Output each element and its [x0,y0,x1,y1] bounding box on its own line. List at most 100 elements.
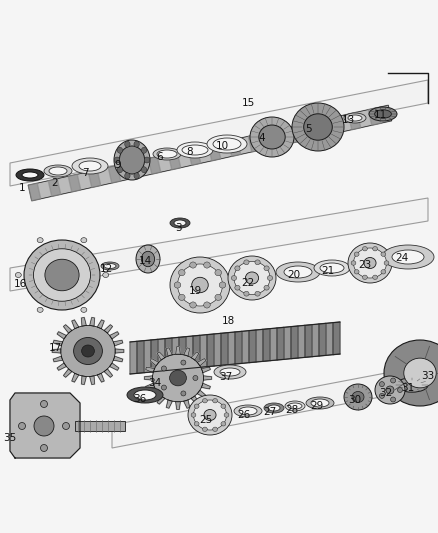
Polygon shape [277,327,284,360]
Ellipse shape [179,294,185,301]
Polygon shape [72,373,79,382]
Polygon shape [191,352,199,360]
Ellipse shape [311,399,329,407]
Polygon shape [150,359,159,366]
Ellipse shape [177,264,223,306]
Ellipse shape [204,409,216,421]
Polygon shape [148,157,161,174]
Polygon shape [72,320,79,329]
Ellipse shape [179,270,185,276]
Text: 15: 15 [241,98,254,108]
Ellipse shape [114,140,150,180]
Polygon shape [298,325,305,358]
Polygon shape [305,325,312,357]
Polygon shape [150,390,159,398]
Ellipse shape [157,150,177,158]
Ellipse shape [276,262,320,282]
Ellipse shape [215,270,222,276]
Polygon shape [144,340,151,373]
Text: 10: 10 [215,141,229,151]
Ellipse shape [306,397,334,409]
Polygon shape [97,373,104,382]
Ellipse shape [141,251,155,266]
Text: 26: 26 [237,410,251,420]
Polygon shape [221,333,228,365]
Polygon shape [193,335,200,368]
Text: 17: 17 [48,343,62,353]
Ellipse shape [264,403,284,413]
Ellipse shape [292,103,344,151]
Ellipse shape [364,257,376,269]
Polygon shape [157,396,165,404]
Ellipse shape [181,360,186,365]
Ellipse shape [74,337,102,365]
Ellipse shape [134,141,139,147]
Ellipse shape [244,260,249,265]
Ellipse shape [344,384,372,410]
Polygon shape [110,363,119,370]
Ellipse shape [398,387,403,392]
Text: 4: 4 [259,133,265,143]
Polygon shape [113,356,123,362]
Ellipse shape [255,260,260,265]
Ellipse shape [268,405,280,411]
Ellipse shape [188,395,232,435]
Ellipse shape [250,117,294,157]
Polygon shape [228,139,241,156]
Polygon shape [201,367,210,373]
Polygon shape [319,324,326,356]
Polygon shape [326,322,333,356]
Polygon shape [166,348,172,356]
Ellipse shape [40,445,47,451]
Polygon shape [176,346,180,354]
Ellipse shape [351,261,356,265]
Ellipse shape [44,165,72,177]
Text: 18: 18 [221,316,235,326]
Polygon shape [270,328,277,361]
Ellipse shape [24,240,100,310]
Polygon shape [68,174,81,192]
Polygon shape [10,393,80,458]
Ellipse shape [386,386,394,394]
Text: 32: 32 [379,388,392,398]
Ellipse shape [363,247,367,251]
Ellipse shape [177,142,213,158]
Polygon shape [166,400,172,408]
Polygon shape [188,148,201,165]
Polygon shape [53,340,63,346]
Text: 30: 30 [349,395,361,405]
Ellipse shape [120,146,145,174]
Polygon shape [165,338,172,370]
Polygon shape [10,198,428,291]
Ellipse shape [101,262,119,270]
Ellipse shape [264,266,269,271]
Polygon shape [256,329,263,362]
Ellipse shape [235,266,240,271]
Ellipse shape [228,256,276,300]
Ellipse shape [207,135,247,153]
Polygon shape [108,165,121,183]
Ellipse shape [381,252,386,256]
Polygon shape [146,383,155,389]
Ellipse shape [104,263,116,269]
Ellipse shape [174,282,181,288]
Ellipse shape [202,399,207,403]
Polygon shape [57,363,67,370]
Polygon shape [28,183,41,201]
Polygon shape [81,376,86,384]
Ellipse shape [213,427,218,432]
Ellipse shape [81,345,95,357]
Polygon shape [110,332,119,339]
Polygon shape [115,349,124,353]
Ellipse shape [16,169,44,181]
Ellipse shape [152,354,204,402]
Text: 24: 24 [396,253,409,263]
Polygon shape [248,134,261,152]
Polygon shape [179,337,186,369]
Ellipse shape [190,262,196,268]
Text: 3: 3 [175,223,181,233]
Polygon shape [268,130,281,148]
Polygon shape [308,121,321,139]
Text: 27: 27 [263,407,277,417]
Polygon shape [128,161,141,179]
